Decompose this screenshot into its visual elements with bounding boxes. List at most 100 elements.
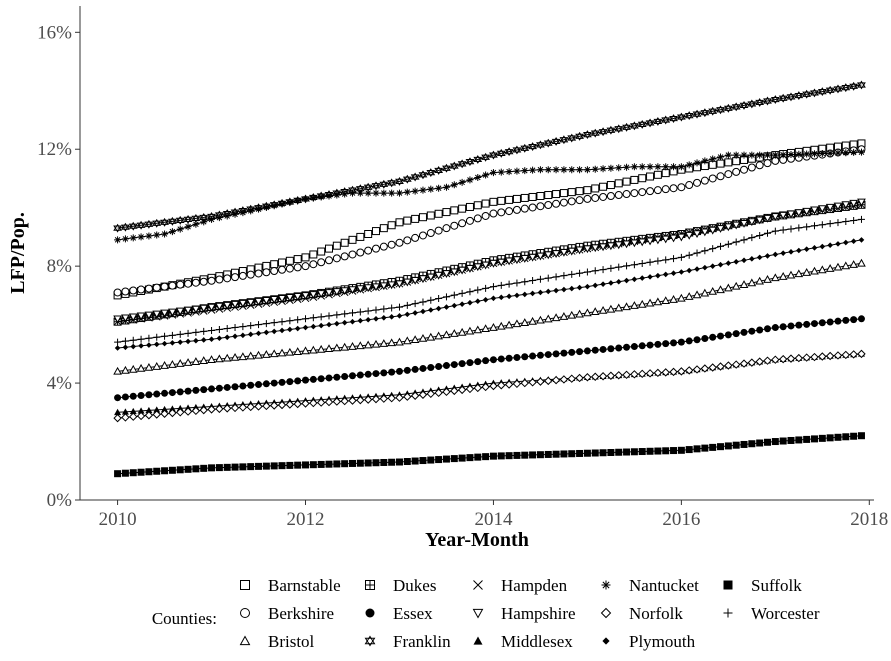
data-point <box>434 331 443 340</box>
data-point <box>497 168 505 176</box>
data-point <box>114 236 122 244</box>
data-point <box>363 284 373 293</box>
data-point <box>551 375 561 385</box>
data-point <box>153 467 161 475</box>
data-point <box>787 322 795 330</box>
legend-item-worcester: Worcester <box>723 604 820 623</box>
data-point <box>622 190 631 199</box>
data-point <box>481 261 490 270</box>
data-point <box>717 153 725 161</box>
data-point <box>802 353 811 362</box>
data-point <box>763 214 772 223</box>
data-point <box>709 245 717 253</box>
data-point <box>795 150 803 158</box>
data-point <box>381 314 387 321</box>
data-point <box>724 223 733 232</box>
legend-label: Worcester <box>751 604 820 623</box>
data-point <box>442 224 451 233</box>
data-point <box>747 218 757 227</box>
series-norfolk <box>113 349 866 423</box>
data-point <box>465 202 474 211</box>
data-point <box>356 232 365 241</box>
data-point <box>426 273 436 282</box>
data-point <box>504 320 514 329</box>
data-point <box>426 168 436 178</box>
legend-key <box>602 637 610 645</box>
data-point <box>184 223 192 231</box>
data-point <box>849 350 858 359</box>
data-point <box>482 171 490 179</box>
data-point <box>427 363 435 371</box>
x-tick-label: 2018 <box>850 509 888 530</box>
data-point <box>684 111 694 121</box>
y-axis-title: LFP/Pop. <box>7 212 29 294</box>
data-point <box>333 373 341 381</box>
data-point <box>121 365 130 374</box>
data-point <box>113 223 122 233</box>
data-point <box>449 268 459 277</box>
data-point <box>365 316 371 323</box>
legend-item-middlesex: Middlesex <box>473 632 573 651</box>
data-point <box>794 269 804 278</box>
data-point <box>842 149 850 157</box>
data-point <box>607 264 615 272</box>
data-point <box>536 451 544 459</box>
data-point <box>208 326 216 334</box>
data-point <box>309 375 317 383</box>
data-point <box>615 278 622 285</box>
y-tick-label: 4% <box>47 373 73 394</box>
data-point <box>355 285 365 294</box>
data-point <box>740 236 748 244</box>
data-point <box>700 176 709 185</box>
data-point <box>599 182 608 191</box>
data-point <box>136 363 146 372</box>
data-point <box>505 280 513 288</box>
data-point <box>661 169 670 178</box>
data-point <box>380 369 388 377</box>
data-point <box>403 216 412 225</box>
data-point <box>716 105 725 115</box>
series-markers <box>113 198 866 324</box>
data-point <box>363 395 373 404</box>
data-point <box>474 173 482 181</box>
data-point <box>567 197 576 206</box>
data-point <box>137 468 145 476</box>
data-point <box>576 284 583 291</box>
data-point <box>583 186 592 195</box>
legend-label: Berkshire <box>268 604 334 623</box>
data-point <box>473 325 483 334</box>
data-point <box>544 376 553 386</box>
data-point <box>857 198 866 207</box>
data-point <box>341 373 349 380</box>
series-berkshire <box>113 145 866 297</box>
data-point <box>512 145 522 155</box>
legend-key <box>365 580 375 590</box>
data-point <box>457 327 467 336</box>
data-point <box>850 316 858 324</box>
data-point <box>810 320 818 328</box>
data-point <box>739 100 749 110</box>
data-point <box>512 379 522 389</box>
data-point <box>732 441 740 449</box>
data-point <box>841 201 851 210</box>
data-point <box>129 407 137 415</box>
data-point <box>490 295 497 302</box>
data-point <box>474 358 482 366</box>
data-point <box>191 357 201 365</box>
data-point <box>481 152 491 162</box>
legend-item-norfolk: Norfolk <box>600 604 683 623</box>
data-point <box>435 305 442 312</box>
data-point <box>677 293 686 302</box>
data-point <box>223 212 231 220</box>
data-point <box>348 342 357 350</box>
data-point <box>395 176 404 186</box>
legend-title: Counties: <box>152 609 217 628</box>
data-point <box>661 296 671 305</box>
data-point <box>561 286 567 293</box>
data-point <box>716 362 725 371</box>
data-point <box>764 229 772 237</box>
data-point <box>356 308 364 316</box>
data-point <box>310 323 317 330</box>
